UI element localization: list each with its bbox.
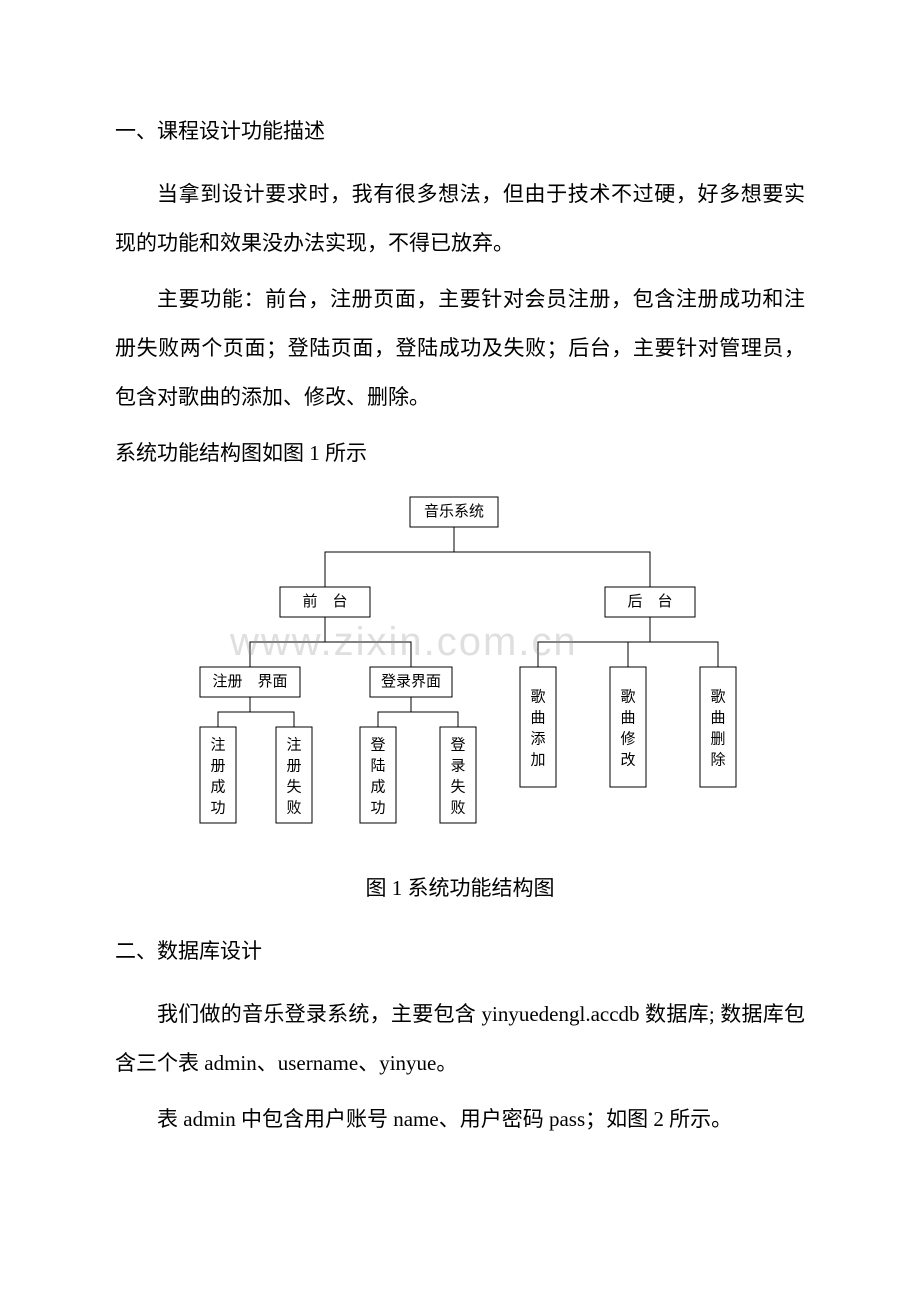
svg-text:除: 除 — [710, 752, 725, 769]
svg-text:删: 删 — [710, 731, 725, 748]
svg-text:改: 改 — [620, 752, 635, 769]
section-1-heading: 一、课程设计功能描述 — [115, 110, 805, 152]
section-2-heading: 二、数据库设计 — [115, 930, 805, 972]
svg-text:加: 加 — [530, 752, 545, 769]
section-1-paragraph-1: 当拿到设计要求时，我有很多想法，但由于技术不过硬，好多想要实现的功能和效果没办法… — [115, 170, 805, 269]
svg-text:失: 失 — [450, 779, 465, 796]
section-1-paragraph-3: 系统功能结构图如图 1 所示 — [115, 429, 805, 478]
section-2-paragraph-1: 我们做的音乐登录系统，主要包含 yinyuedengl.accdb 数据库; 数… — [115, 990, 805, 1089]
svg-text:曲: 曲 — [620, 710, 635, 727]
svg-text:添: 添 — [530, 731, 545, 748]
section-2-paragraph-2: 表 admin 中包含用户账号 name、用户密码 pass；如图 2 所示。 — [115, 1095, 805, 1144]
svg-text:陆: 陆 — [370, 758, 385, 775]
svg-text:注: 注 — [286, 737, 301, 754]
svg-text:歌: 歌 — [530, 689, 545, 706]
svg-text:音乐系统: 音乐系统 — [424, 503, 484, 520]
svg-text:成: 成 — [370, 779, 385, 796]
svg-text:登录界面: 登录界面 — [381, 673, 441, 690]
figure-1-caption: 图 1 系统功能结构图 — [115, 872, 805, 902]
svg-text:后 台: 后 台 — [627, 593, 672, 610]
svg-text:注册 界面: 注册 界面 — [212, 673, 287, 690]
system-structure-diagram: 音乐系统前 台后 台注册 界面登录界面注册成功注册失败登陆成功登录失败歌曲添加歌… — [180, 492, 740, 852]
svg-text:成: 成 — [210, 779, 225, 796]
svg-text:歌: 歌 — [620, 689, 635, 706]
svg-text:歌: 歌 — [710, 689, 725, 706]
svg-text:功: 功 — [210, 800, 225, 817]
svg-text:册: 册 — [210, 759, 225, 775]
section-1-paragraph-2: 主要功能：前台，注册页面，主要针对会员注册，包含注册成功和注册失败两个页面；登陆… — [115, 275, 805, 423]
svg-text:登: 登 — [370, 737, 385, 754]
svg-text:录: 录 — [450, 758, 465, 775]
svg-text:败: 败 — [450, 800, 465, 817]
svg-text:修: 修 — [620, 731, 635, 748]
svg-text:功: 功 — [370, 800, 385, 817]
svg-text:登: 登 — [450, 737, 465, 754]
svg-text:注: 注 — [210, 737, 225, 754]
svg-text:曲: 曲 — [530, 710, 545, 727]
svg-text:前 台: 前 台 — [302, 593, 347, 610]
svg-text:册: 册 — [286, 759, 301, 775]
svg-text:曲: 曲 — [710, 710, 725, 727]
svg-text:失: 失 — [286, 779, 301, 796]
svg-text:败: 败 — [286, 800, 301, 817]
